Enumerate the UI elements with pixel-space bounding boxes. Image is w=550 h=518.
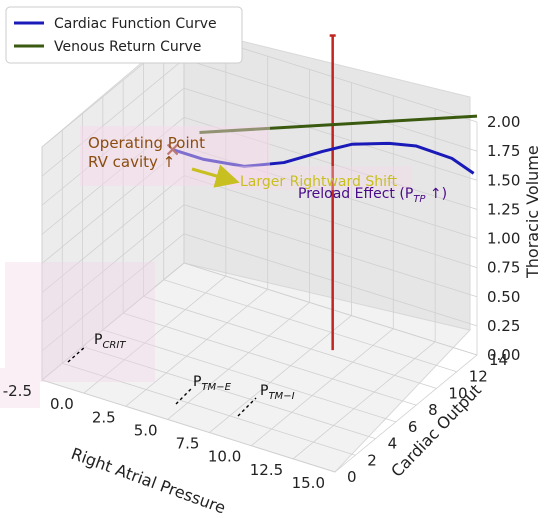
p-crit-dashed-line bbox=[67, 345, 87, 363]
y-tick-label: 12 bbox=[469, 368, 488, 386]
y-tick-label: 2 bbox=[367, 451, 377, 469]
z-tick-label: 1.00 bbox=[487, 230, 520, 248]
x-tick-label: 0.0 bbox=[50, 395, 74, 413]
annotation-p-crit: PCRIT bbox=[94, 332, 126, 351]
annotation-rightward-shift: Larger Rightward Shift bbox=[240, 174, 398, 190]
x-tick-label: 7.5 bbox=[176, 435, 200, 453]
y-tick-label: 10 bbox=[448, 384, 467, 402]
grid-line-z bbox=[41, 204, 478, 323]
legend-label-venous: Venous Return Curve bbox=[54, 39, 201, 55]
annotation-preload-effect: Preload Effect (PTP ↑) bbox=[298, 186, 447, 205]
annotations: Operating Point RV cavity ↑ Larger Right… bbox=[67, 126, 447, 417]
y-tick-label: 4 bbox=[388, 435, 398, 453]
annotation-operating-point-line1: Operating Point bbox=[88, 134, 205, 152]
rightward-shift-arrow bbox=[191, 164, 240, 188]
z-tick-label: 1.75 bbox=[487, 142, 520, 160]
grid-line-z bbox=[41, 233, 478, 352]
z-tick-label: 1.50 bbox=[487, 171, 520, 189]
grid bbox=[41, 29, 478, 473]
x-axis-label: Right Atrial Pressure bbox=[69, 444, 229, 518]
z-tick-label: 0.75 bbox=[487, 259, 520, 277]
z-tick-label: 0.25 bbox=[487, 317, 520, 335]
grid-line-z bbox=[41, 146, 478, 264]
grid-line-z bbox=[41, 175, 478, 293]
x-tick-label: 5.0 bbox=[134, 421, 158, 439]
legend-box bbox=[5, 6, 243, 64]
ticks-layer: -2.50.02.55.07.510.012.515.0 024681012140… bbox=[3, 113, 521, 492]
x-tick-label: 12.5 bbox=[250, 461, 283, 479]
annotation-p-tm-i: PTM−I bbox=[260, 383, 295, 402]
z-tick-label: 0.00 bbox=[487, 346, 520, 364]
x-tick-label: 10.0 bbox=[208, 448, 241, 466]
p-tm-i-dashed-line bbox=[237, 397, 257, 417]
y-tick-label: 14 bbox=[489, 351, 508, 369]
annotation-operating-point-line2: RV cavity ↑ bbox=[88, 153, 175, 171]
x-tick-label: 15.0 bbox=[292, 474, 325, 492]
y-tick-label: 0 bbox=[347, 468, 357, 486]
y-tick-label: 6 bbox=[408, 418, 418, 436]
legend: Cardiac Function Curve Venous Return Cur… bbox=[5, 6, 243, 64]
grid-line-z bbox=[41, 262, 478, 381]
annotation-p-tm-e: PTM−E bbox=[193, 374, 232, 393]
z-tick-label: 1.25 bbox=[487, 200, 520, 218]
z-tick-label: 2.00 bbox=[487, 113, 520, 131]
rightward-shift-highlight bbox=[230, 166, 412, 190]
operating-point-marker bbox=[166, 143, 179, 156]
z-axis-label: Thoracic Volume bbox=[523, 145, 542, 279]
venous-return-curve bbox=[199, 114, 478, 134]
cardiac-function-curve bbox=[172, 141, 475, 175]
z-tick-label: 0.50 bbox=[487, 288, 520, 306]
grid-line-z bbox=[41, 87, 478, 206]
faded-overlay bbox=[0, 262, 155, 408]
x-tick-label: 2.5 bbox=[92, 408, 116, 426]
plot-layer bbox=[166, 34, 478, 351]
x-tick-label: -2.5 bbox=[3, 382, 32, 400]
p-tm-e-dashed-line bbox=[175, 387, 193, 405]
legend-label-cardiac: Cardiac Function Curve bbox=[54, 16, 217, 32]
grid-line-z bbox=[41, 116, 478, 235]
y-tick-label: 8 bbox=[428, 401, 438, 419]
